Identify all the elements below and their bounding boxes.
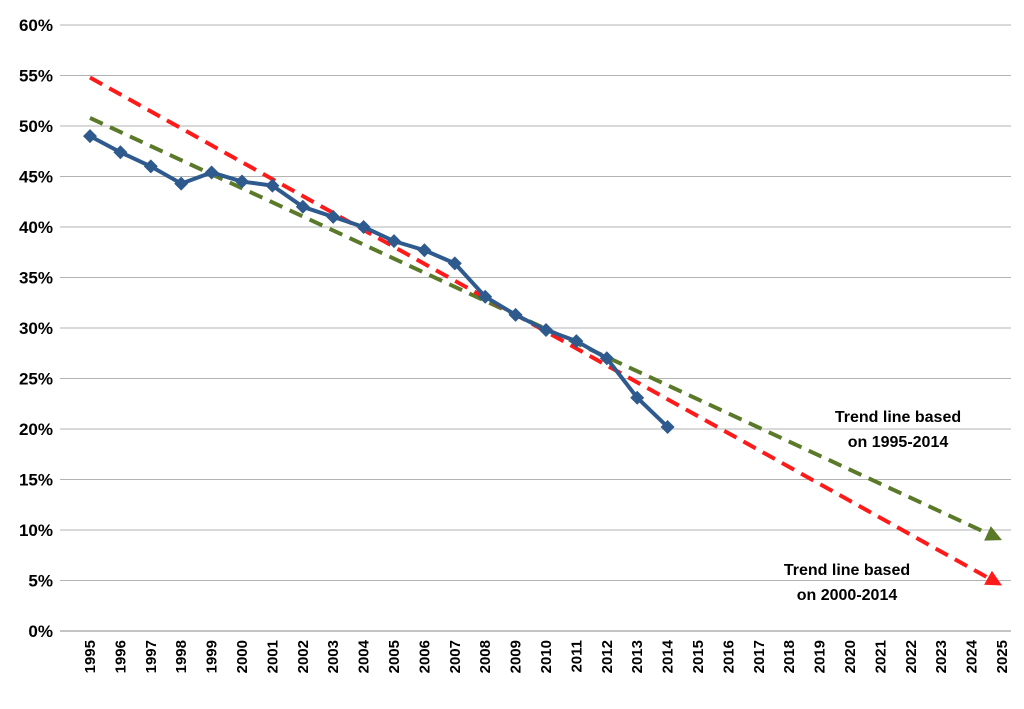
y-tick-label: 0% (28, 622, 53, 641)
annotation-1995-2014-line-1: Trend line based (835, 409, 961, 426)
x-tick-label: 2002 (295, 640, 312, 673)
data-point-2011 (569, 334, 584, 349)
y-tick-label: 55% (19, 67, 53, 86)
x-tick-label: 2012 (599, 640, 616, 673)
x-tick-label: 2014 (660, 639, 677, 673)
y-tick-label: 25% (19, 370, 53, 389)
y-tick-label: 10% (19, 521, 53, 540)
x-tick-label: 2016 (720, 640, 737, 673)
data-point-2002 (295, 199, 310, 214)
data-series (83, 129, 675, 434)
x-tick-label: 2025 (994, 640, 1011, 673)
x-tick-label: 2023 (933, 640, 950, 673)
data-point-2001 (265, 178, 280, 193)
data-point-1997 (143, 159, 158, 174)
x-tick-label: 1997 (143, 640, 160, 673)
grid-lines (60, 24, 1011, 632)
x-tick-label: 2011 (568, 640, 585, 673)
y-tick-label: 45% (19, 168, 53, 187)
x-tick-label: 2009 (508, 640, 525, 673)
data-point-2013 (630, 390, 645, 405)
annotation-1995-2014-line-2: on 1995-2014 (848, 434, 949, 451)
data-point-2003 (326, 209, 341, 224)
data-point-2000 (235, 174, 249, 189)
y-tick-label: 20% (19, 420, 53, 439)
data-point-1996 (113, 145, 128, 160)
data-point-2007 (447, 256, 462, 271)
y-axis-ticks: 0% 5% 10% 15% 20% 25% 30% 35% 40% 45% 50% 55% 60% (19, 16, 53, 641)
y-tick-label: 35% (19, 269, 53, 288)
data-point-2009 (508, 307, 523, 322)
x-axis-ticks: 1995 1996 1997 1998 1999 2000 2001 2002 2003 2004… (82, 639, 1011, 673)
data-point-2010 (539, 323, 553, 338)
y-tick-label: 30% (19, 319, 53, 338)
x-tick-label: 2021 (872, 640, 889, 673)
x-tick-label: 2015 (690, 640, 707, 673)
x-tick-label: 2006 (416, 640, 433, 673)
x-tick-label: 2024 (964, 639, 981, 673)
x-tick-label: 2008 (477, 640, 494, 673)
x-tick-label: 1999 (204, 640, 221, 673)
y-tick-label: 5% (28, 572, 53, 591)
x-tick-label: 1998 (173, 640, 190, 673)
x-tick-label: 2010 (538, 640, 555, 673)
annotations: Trend line based on 1995-2014 Trend line… (784, 409, 961, 604)
data-point-2014 (660, 419, 675, 434)
x-tick-label: 2013 (629, 640, 646, 673)
trend-arrowhead-1 (984, 526, 1002, 541)
x-tick-label: 2005 (386, 640, 403, 673)
data-point-1998 (174, 176, 189, 191)
y-tick-label: 60% (19, 16, 53, 35)
y-tick-label: 15% (19, 471, 53, 490)
data-point-2012 (599, 351, 614, 366)
data-point-2006 (417, 243, 432, 258)
x-tick-label: 2001 (264, 640, 281, 673)
x-tick-label: 1995 (82, 640, 99, 673)
y-tick-label: 50% (19, 117, 53, 136)
annotation-2000-2014-line-2: on 2000-2014 (797, 587, 898, 604)
annotation-2000-2014-line-1: Trend line based (784, 562, 910, 579)
x-tick-label: 2020 (842, 640, 859, 673)
x-tick-label: 2017 (751, 640, 768, 673)
x-tick-label: 2004 (356, 639, 373, 673)
data-point-2005 (387, 234, 401, 249)
x-tick-label: 2007 (447, 640, 464, 673)
trend-arrowhead-2 (984, 570, 1002, 586)
x-tick-label: 2019 (812, 640, 829, 673)
x-tick-label: 2000 (234, 640, 251, 673)
x-tick-label: 2003 (325, 640, 342, 673)
data-point-1995 (83, 129, 97, 144)
y-tick-label: 40% (19, 218, 53, 237)
x-tick-label: 1996 (112, 640, 129, 673)
data-point-2008 (478, 289, 493, 304)
data-point-2004 (356, 220, 371, 234)
x-tick-label: 2022 (903, 640, 920, 673)
x-tick-label: 2018 (781, 640, 798, 673)
series-line (89, 134, 669, 429)
data-point-1999 (204, 165, 219, 180)
